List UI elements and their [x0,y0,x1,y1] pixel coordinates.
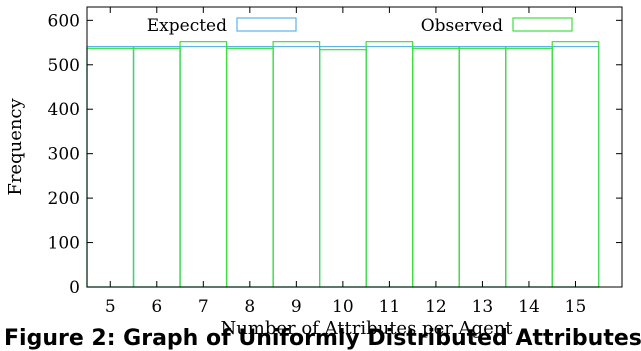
bar-expected-7 [179,45,228,288]
bar-expected-10 [319,45,367,288]
bar-expected-8 [225,45,274,288]
legend-label-expected: Expected [147,16,227,36]
bar-observed-12 [412,47,460,288]
legend-label-observed: Observed [421,16,503,36]
legend: Expected Observed [147,16,573,36]
x-tick-label-8: 8 [244,297,255,317]
y-tick-label-200: 200 [48,189,80,209]
x-tick-label-11: 11 [379,297,401,317]
bar-expected-5 [86,45,135,288]
x-axis: 5 6 7 8 9 10 11 12 13 14 15 [105,7,586,317]
x-tick-label-10: 10 [332,297,354,317]
y-tick-label-0: 0 [69,278,80,298]
bar-expected-6 [132,45,181,288]
y-axis: 0 100 200 300 400 500 600 [48,11,622,298]
y-tick-label-500: 500 [48,56,80,76]
bar-observed-9 [272,41,321,288]
bar-expected-13 [458,45,507,288]
figure-caption: Figure 2: Graph of Uniformly Distributed… [4,326,641,351]
y-tick-label-100: 100 [48,234,80,254]
x-tick-label-14: 14 [518,297,540,317]
bar-expected-12 [412,45,460,288]
bar-expected-11 [365,45,414,288]
bar-observed-6 [132,47,181,288]
bar-observed-5 [86,47,135,288]
y-tick-label-400: 400 [48,100,80,120]
bar-observed-8 [225,47,274,288]
bar-observed-7 [179,41,228,288]
bar-expected-15 [551,45,600,288]
x-tick-label-12: 12 [425,297,447,317]
y-tick-label-600: 600 [48,11,80,31]
x-tick-label-15: 15 [565,297,587,317]
bar-expected-14 [505,45,553,288]
bars-group [86,41,600,288]
x-tick-label-6: 6 [151,297,162,317]
bar-observed-13 [458,47,507,288]
legend-swatch-expected [236,17,297,32]
bar-observed-15 [551,41,600,288]
x-tick-label-7: 7 [198,297,209,317]
y-axis-label: Frequency [5,97,26,195]
bar-expected-9 [272,45,321,288]
bar-observed-10 [319,49,367,288]
plot-frame [86,6,623,288]
legend-swatch-observed [512,17,573,32]
x-axis-label: Number of Attributes per Agent [220,318,513,339]
x-tick-label-9: 9 [291,297,302,317]
x-tick-label-5: 5 [105,297,116,317]
bar-observed-14 [505,47,553,288]
bar-observed-11 [365,41,414,288]
x-tick-label-13: 13 [472,297,494,317]
y-tick-label-300: 300 [48,145,80,165]
